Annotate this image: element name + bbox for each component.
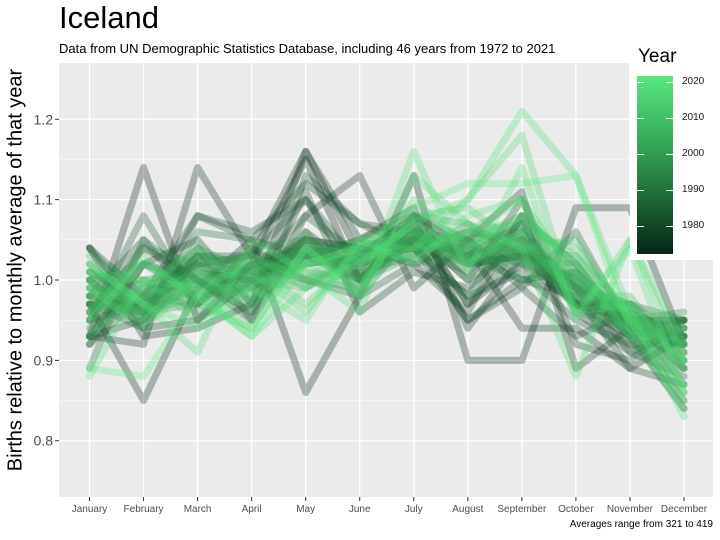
x-tick-label: November xyxy=(607,504,654,515)
series-line-2020 xyxy=(86,196,688,396)
grid-lines xyxy=(59,63,713,497)
x-tick-label: May xyxy=(296,504,315,515)
series-line-1979 xyxy=(86,220,688,348)
series-line-1991 xyxy=(86,236,688,340)
x-axis: January February March April May June July Augu… xyxy=(72,497,708,515)
series-line-1982 xyxy=(86,172,688,380)
series-line-1986 xyxy=(86,212,688,356)
x-tick-label: August xyxy=(452,504,483,515)
chart-caption: Averages range from 321 to 419 xyxy=(569,519,713,530)
legend-mark-1980 xyxy=(637,226,644,227)
legend-mark-1990 xyxy=(637,190,644,191)
legend-mark-2000 xyxy=(637,154,644,155)
series-line-1996 xyxy=(86,228,688,340)
chart-title: Iceland xyxy=(59,0,159,35)
x-tick-label: July xyxy=(405,504,423,515)
legend-mark-2020-r xyxy=(666,82,673,83)
series-line-1984 xyxy=(86,220,688,340)
series-line-1992 xyxy=(86,228,688,324)
series-line-1987 xyxy=(86,212,688,332)
series-line-1975 xyxy=(86,147,688,372)
legend-title: Year xyxy=(638,46,677,67)
series-lines xyxy=(86,107,688,421)
x-tick-label: December xyxy=(661,504,708,515)
series-line-1997 xyxy=(86,212,688,340)
y-tick-label: 0.9 xyxy=(34,352,54,368)
series-line-2010 xyxy=(86,220,688,372)
x-tick-label: September xyxy=(497,504,547,515)
series-line-2017 xyxy=(86,172,688,380)
x-tick-label: February xyxy=(124,504,164,515)
series-line-1985 xyxy=(86,212,688,348)
series-line-1977 xyxy=(86,212,688,364)
series-line-2012 xyxy=(86,228,688,396)
series-line-1978 xyxy=(86,188,688,372)
series-line-2001 xyxy=(86,228,688,348)
series-line-1981 xyxy=(86,196,688,340)
legend-mark-2020 xyxy=(637,82,644,83)
series-line-2015 xyxy=(86,196,688,413)
series-line-1972 xyxy=(86,155,688,413)
legend-mark-2010-r xyxy=(666,118,673,119)
y-axis-label: Births relative to monthly average of th… xyxy=(4,68,27,472)
legend-tick-1980: 1980 xyxy=(682,220,705,231)
x-tick-label: October xyxy=(558,504,594,515)
x-tick-label: April xyxy=(242,504,262,515)
series-line-1973 xyxy=(86,172,688,405)
legend-colorbar xyxy=(637,76,673,254)
series-line-1990 xyxy=(86,228,688,324)
legend-mark-1990-r xyxy=(666,190,673,191)
series-line-1983 xyxy=(86,196,688,348)
series-line-1999 xyxy=(86,220,688,332)
series-line-1989 xyxy=(86,228,688,364)
series-line-1995 xyxy=(86,228,688,324)
series-line-2005 xyxy=(86,228,688,348)
legend-mark-1980-r xyxy=(666,226,673,227)
chart-subtitle: Data from UN Demographic Statistics Data… xyxy=(59,41,556,56)
y-tick-label: 1.0 xyxy=(34,272,54,288)
legend-tick-2020: 2020 xyxy=(682,76,705,87)
series-line-2013 xyxy=(86,204,688,364)
series-line-1994 xyxy=(86,244,688,340)
series-line-2008 xyxy=(86,212,688,340)
x-tick-label: January xyxy=(72,504,108,515)
series-line-2014 xyxy=(86,196,688,388)
series-line-2009 xyxy=(86,228,688,388)
y-tick-label: 1.1 xyxy=(34,192,54,208)
series-line-2016 xyxy=(86,131,688,372)
series-line-1998 xyxy=(86,236,688,364)
series-line-2019 xyxy=(86,147,688,380)
y-axis: 0.8 0.9 1.0 1.1 1.2 xyxy=(34,111,59,449)
legend-mark-2000-r xyxy=(666,154,673,155)
series-line-1988 xyxy=(86,212,688,372)
series-line-2004 xyxy=(86,220,688,348)
x-tick-label: June xyxy=(349,504,371,515)
x-tick-label: March xyxy=(184,504,212,515)
series-line-2000 xyxy=(86,236,688,340)
y-tick-label: 0.8 xyxy=(34,433,54,449)
y-tick-label: 1.2 xyxy=(34,111,54,127)
legend-mark-2010 xyxy=(637,118,644,119)
series-line-2011 xyxy=(86,220,688,396)
series-line-1974 xyxy=(86,147,688,372)
legend-tick-1990: 1990 xyxy=(682,184,705,195)
series-line-2003 xyxy=(86,220,688,332)
series-line-1976 xyxy=(86,172,688,405)
series-line-2007 xyxy=(86,228,688,364)
series-line-2006 xyxy=(86,212,688,356)
series-line-1980 xyxy=(86,180,688,388)
series-line-2018 xyxy=(86,107,688,421)
series-line-2021 xyxy=(86,172,688,405)
legend-tick-2010: 2010 xyxy=(682,112,705,123)
legend-tick-2000: 2000 xyxy=(682,148,705,159)
series-line-2002 xyxy=(86,236,688,356)
series-line-1993 xyxy=(86,228,688,356)
year-legend: Year 2020 2010 2000 1990 1980 xyxy=(630,44,718,260)
